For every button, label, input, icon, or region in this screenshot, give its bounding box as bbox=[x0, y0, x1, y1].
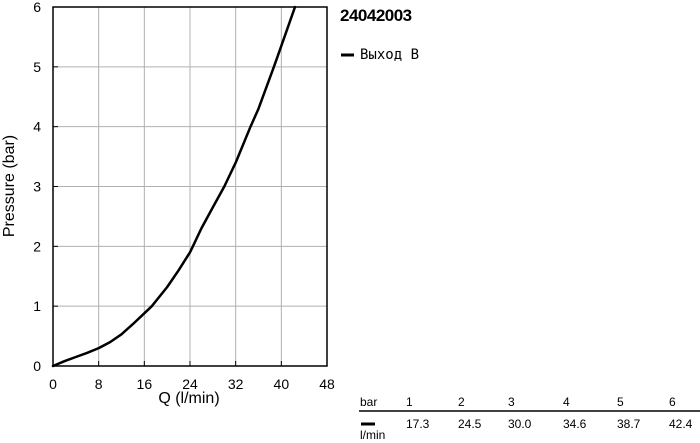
y-tick-label: 4 bbox=[33, 119, 41, 135]
y-tick-label: 6 bbox=[33, 0, 41, 15]
table-bar-value: 3 bbox=[508, 395, 515, 409]
table-bar-value: 2 bbox=[458, 395, 465, 409]
chart-title: 24042003 bbox=[340, 6, 412, 25]
table-bar-value: 1 bbox=[406, 395, 413, 409]
x-tick-label: 8 bbox=[95, 376, 103, 392]
table-bar-value: 6 bbox=[669, 395, 676, 409]
table-flow-value: 30.0 bbox=[508, 417, 532, 431]
x-tick-label: 40 bbox=[274, 376, 290, 392]
x-tick-label: 16 bbox=[137, 376, 153, 392]
table-flow-value: 38.7 bbox=[617, 417, 641, 431]
table-bar-value: 5 bbox=[617, 395, 624, 409]
grid-lines bbox=[52, 6, 328, 367]
table-flow-value: 42.4 bbox=[669, 417, 693, 431]
x-tick-label: 0 bbox=[49, 376, 57, 392]
series-line bbox=[51, 5, 297, 368]
y-tick-label: 5 bbox=[33, 59, 41, 75]
x-tick-label: 48 bbox=[319, 376, 335, 392]
table-row-label-lmin: l/min bbox=[360, 428, 385, 442]
axis-ticks: 0 8 16 24 32 40 48 0 1 2 3 4 5 6 bbox=[33, 0, 335, 392]
x-tick-label: 24 bbox=[182, 376, 198, 392]
y-axis-label: Pressure (bar) bbox=[1, 135, 18, 237]
y-tick-label: 1 bbox=[33, 298, 41, 314]
table-flow-value: 24.5 bbox=[458, 417, 482, 431]
y-tick-label: 3 bbox=[33, 179, 41, 195]
x-axis-label: Q (l/min) bbox=[158, 390, 219, 407]
table-bar-value: 4 bbox=[563, 395, 570, 409]
table-row-label-bar: bar bbox=[360, 395, 377, 409]
series-lines bbox=[51, 5, 297, 368]
y-tick-label: 0 bbox=[33, 358, 41, 374]
value-table: bar l/min 1 17.3 2 24.5 3 30.0 4 34.6 5 38.7 6 42.4 bbox=[359, 395, 700, 442]
table-flow-value: 34.6 bbox=[563, 417, 587, 431]
y-tick-label: 2 bbox=[33, 238, 41, 254]
table-flow-value: 17.3 bbox=[406, 417, 430, 431]
x-tick-label: 32 bbox=[228, 376, 244, 392]
table-cells: 1 17.3 2 24.5 3 30.0 4 34.6 5 38.7 6 42.4 bbox=[406, 395, 693, 431]
legend-label: Выход B bbox=[360, 47, 419, 63]
